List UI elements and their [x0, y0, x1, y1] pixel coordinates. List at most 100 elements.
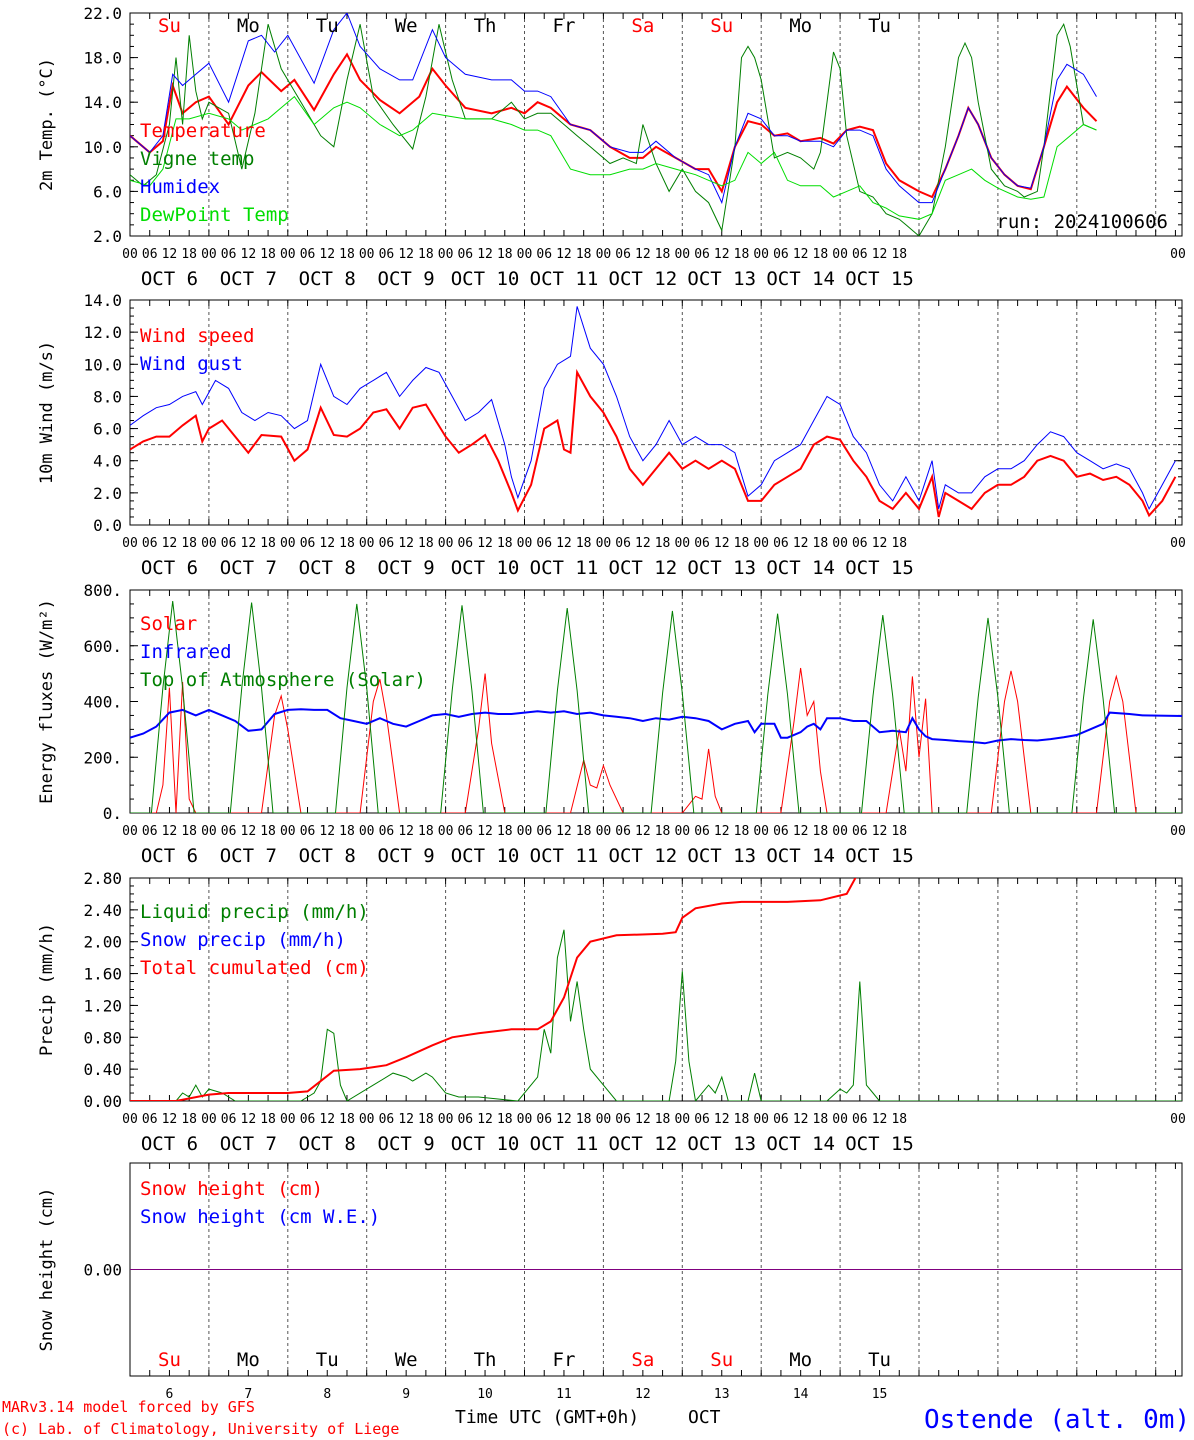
series-solar — [130, 667, 1182, 813]
y-tick-label: 22.0 — [83, 4, 122, 23]
hour-tick-label: 12 — [872, 824, 888, 839]
day-of-week-label: We — [395, 1349, 418, 1371]
legend-entry: Humidex — [140, 176, 220, 198]
hour-tick-label: 12 — [162, 247, 178, 262]
legend-entry: Infrared — [140, 641, 232, 663]
date-label: OCT 14 — [766, 845, 835, 867]
hour-tick-label: 18 — [655, 536, 671, 551]
hour-tick-label: 00 — [596, 536, 612, 551]
hour-tick-label: 12 — [398, 1112, 414, 1127]
legend-entry: Snow height (cm) — [140, 1178, 323, 1200]
hour-tick-label: 18 — [181, 1112, 197, 1127]
y-tick-label: 1.60 — [83, 965, 122, 984]
legend-entry: Wind gust — [140, 353, 243, 375]
y-tick-label: 6.0 — [93, 420, 122, 439]
hour-tick-label: 06 — [221, 824, 237, 839]
hour-tick-label: 12 — [241, 824, 257, 839]
hour-tick-label: 12 — [872, 247, 888, 262]
hour-tick-label: 18 — [576, 247, 592, 262]
hour-tick-label: 00 — [359, 1112, 375, 1127]
hour-tick-label: 06 — [615, 1112, 631, 1127]
hour-tick-label: 18 — [260, 247, 276, 262]
legend-entry: Vigne temp — [140, 148, 254, 170]
series-temperature — [130, 52, 1098, 199]
hour-tick-label: 06 — [773, 824, 789, 839]
hour-tick-label: 18 — [497, 536, 513, 551]
y-tick-label: 0.00 — [83, 1092, 122, 1111]
hour-tick-label: 18 — [260, 536, 276, 551]
day-of-week-label: Tu — [316, 15, 339, 37]
hour-tick-label: 06 — [536, 247, 552, 262]
snow-y-axis-title: Snow height (cm) — [37, 1188, 57, 1352]
hour-tick-label: 06 — [457, 247, 473, 262]
wind-frame — [129, 299, 1183, 526]
hour-tick-label: 06 — [457, 1112, 473, 1127]
legend-entry: Snow precip (mm/h) — [140, 929, 346, 951]
wind-panel: 0.0 2.0 4.0 6.0 8.0 10.0 12.0 14.0 10m Wind (m/s… — [37, 291, 1186, 579]
series-infrared — [130, 708, 1182, 745]
date-label: OCT 8 — [299, 268, 356, 290]
wind-y-axis-title: 10m Wind (m/s) — [37, 341, 57, 484]
y-tick-label: 2.0 — [93, 227, 122, 246]
date-label: OCT 15 — [845, 845, 914, 867]
hour-tick-label: 00 — [280, 536, 296, 551]
hour-tick-label: 00 — [674, 824, 690, 839]
hour-tick-label: 06 — [694, 536, 710, 551]
hour-tick-label: 18 — [339, 536, 355, 551]
hour-tick-label: 00 — [201, 824, 217, 839]
day-of-week-label: Su — [158, 15, 181, 37]
hour-tick-label: 00 — [674, 1112, 690, 1127]
date-label: OCT 13 — [687, 268, 756, 290]
date-label: OCT 12 — [609, 557, 678, 579]
hour-tick-label: 12 — [793, 536, 809, 551]
date-label: OCT 13 — [687, 1133, 756, 1155]
date-label: OCT 11 — [530, 557, 599, 579]
hour-tick-label: 18 — [576, 1112, 592, 1127]
model-credit-line1: MARv3.14 model forced by GFS — [2, 1398, 255, 1416]
hour-tick-label: 18 — [813, 1112, 829, 1127]
date-label: OCT 14 — [766, 557, 835, 579]
date-label: OCT 14 — [766, 1133, 835, 1155]
hour-tick-label: 06 — [773, 247, 789, 262]
hour-tick-label: 18 — [891, 247, 907, 262]
date-label: OCT 12 — [609, 268, 678, 290]
day-of-month-label: 9 — [402, 1387, 410, 1402]
hour-tick-label: 00 — [517, 824, 533, 839]
series-wind-speed — [130, 368, 1177, 518]
hour-tick-label: 18 — [576, 536, 592, 551]
y-tick-label: 2.40 — [83, 901, 122, 920]
hour-tick-label: 00 — [280, 824, 296, 839]
hour-tick-label: 06 — [221, 1112, 237, 1127]
date-label: OCT 11 — [530, 1133, 599, 1155]
y-tick-label: 0. — [103, 804, 122, 823]
y-tick-label: 12.0 — [83, 323, 122, 342]
month-label: OCT — [688, 1407, 721, 1428]
precip-y-axis-title: Precip (mm/h) — [37, 923, 57, 1056]
date-label: OCT 6 — [141, 557, 198, 579]
y-tick-label: 2.0 — [93, 484, 122, 503]
date-label: OCT 10 — [451, 1133, 520, 1155]
hour-tick-label: 00 — [596, 1112, 612, 1127]
date-label: OCT 7 — [220, 1133, 277, 1155]
y-tick-label: 6.0 — [93, 182, 122, 201]
hour-tick-label: 06 — [852, 536, 868, 551]
hour-tick-label: 18 — [891, 1112, 907, 1127]
hour-tick-label: 06 — [615, 247, 631, 262]
day-of-week-label: Fr — [553, 15, 576, 37]
hour-tick-label: 18 — [813, 247, 829, 262]
day-of-week-label: Sa — [631, 15, 654, 37]
hour-tick-label: 00 — [1170, 824, 1186, 839]
y-tick-label: 600. — [83, 637, 122, 656]
hour-tick-label: 00 — [674, 536, 690, 551]
hour-tick-label: 18 — [181, 536, 197, 551]
day-of-week-label: Su — [710, 1349, 733, 1371]
hour-tick-label: 12 — [398, 824, 414, 839]
hour-tick-label: 06 — [300, 536, 316, 551]
hour-tick-label: 00 — [674, 247, 690, 262]
date-label: OCT 6 — [141, 845, 198, 867]
hour-tick-label: 00 — [596, 824, 612, 839]
hour-tick-label: 06 — [457, 824, 473, 839]
day-of-month-label: 12 — [635, 1387, 651, 1402]
hour-tick-label: 00 — [832, 824, 848, 839]
hour-tick-label: 12 — [319, 1112, 335, 1127]
